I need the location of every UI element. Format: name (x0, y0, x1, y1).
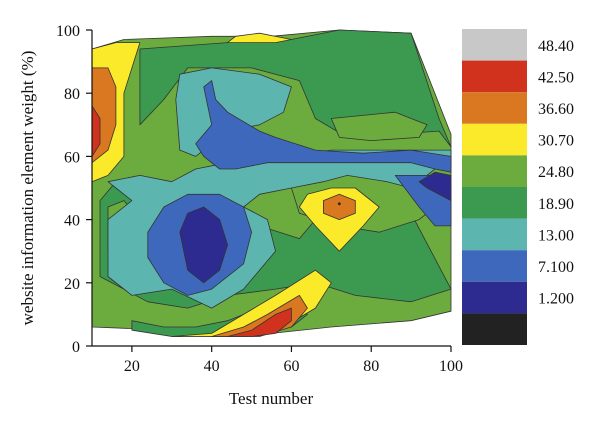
legend-label: 13.00 (538, 227, 574, 244)
legend-label: 24.80 (538, 164, 574, 181)
legend-swatch (462, 29, 527, 61)
y-axis-title: website information element weight (%) (18, 51, 37, 326)
x-tick-label: 100 (439, 358, 463, 375)
legend-swatch (462, 155, 527, 187)
legend-swatch (462, 250, 527, 282)
legend-label: 18.90 (538, 196, 574, 213)
legend-swatch (462, 281, 527, 314)
x-axis-title: Test number (229, 389, 314, 408)
y-tick-label: 20 (64, 276, 80, 293)
legend-label: 30.70 (538, 133, 574, 150)
legend-swatch (462, 60, 527, 93)
y-tick-label: 0 (72, 339, 80, 356)
legend-label: 36.60 (538, 101, 574, 118)
y-tick-label: 60 (64, 149, 80, 166)
y-tick-label: 100 (56, 23, 80, 40)
x-tick-label: 20 (124, 358, 140, 375)
y-tick-label: 80 (64, 86, 80, 103)
contour-region-19 (322, 193, 356, 221)
legend-label: 7.100 (538, 259, 574, 276)
contour-region-22 (227, 307, 292, 337)
legend-label: 42.50 (538, 69, 574, 86)
contour-region-9 (195, 80, 452, 173)
plot-area (91, 29, 452, 337)
axes: 20 40 60 80 100 0 20 40 60 80 100 (56, 23, 463, 375)
legend-label: 48.40 (538, 38, 574, 55)
legend-swatch (462, 218, 527, 251)
x-tick-label: 80 (363, 358, 379, 375)
legend-swatch (462, 187, 527, 219)
contour-region-13 (418, 171, 452, 202)
contour-region-17 (227, 32, 292, 43)
legend: 48.40 42.50 36.60 30.70 24.80 18.90 13.00 7.100… (462, 29, 574, 345)
legend-label: 1.200 (538, 291, 574, 308)
contour-region-12 (179, 206, 229, 284)
x-tick-label: 60 (283, 358, 299, 375)
peak-marker (337, 202, 341, 206)
x-tick-label: 40 (204, 358, 220, 375)
legend-swatch (462, 92, 527, 124)
legend-swatch (462, 123, 527, 156)
legend-swatch (462, 313, 527, 345)
y-tick-label: 40 (64, 213, 80, 230)
contour-region-4 (330, 111, 428, 142)
